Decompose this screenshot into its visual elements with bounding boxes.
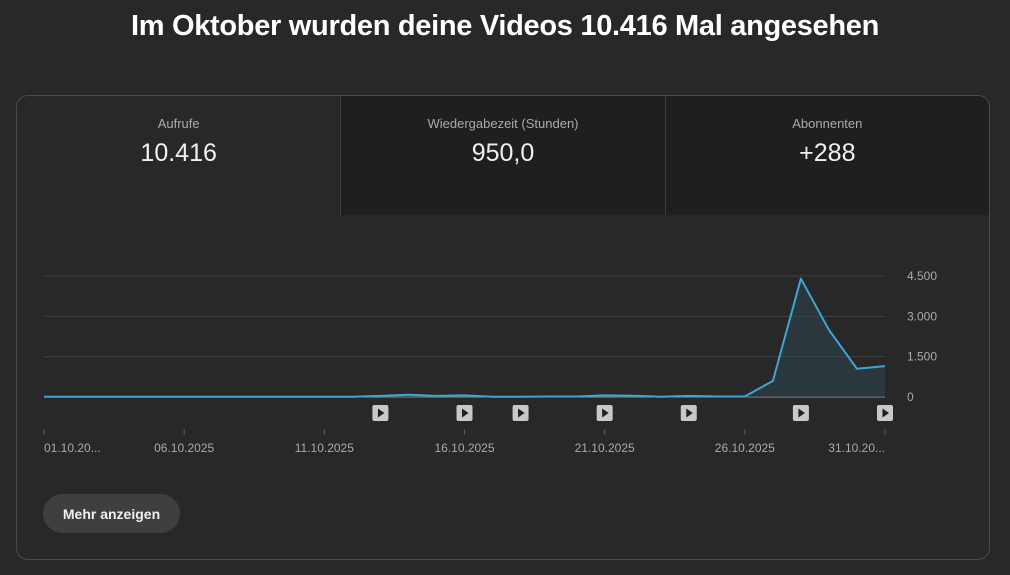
series-line: [44, 277, 886, 398]
data-point: [182, 395, 186, 399]
data-point: [715, 394, 719, 398]
data-point: [406, 393, 410, 397]
show-more-button[interactable]: Mehr anzeigen: [43, 494, 180, 533]
data-point: [434, 394, 438, 398]
tab-subscribers[interactable]: Abonnenten +288: [664, 96, 989, 215]
data-point: [547, 394, 551, 398]
data-point: [659, 395, 663, 399]
data-point: [463, 393, 467, 397]
data-point: [322, 395, 326, 399]
data-point: [519, 395, 523, 399]
video-marker[interactable]: [792, 405, 809, 421]
x-tick-label: 01.10.20...: [44, 441, 101, 455]
data-point: [743, 394, 747, 398]
tab-watch-time[interactable]: Wiedergabezeit (Stunden) 950,0: [340, 96, 665, 215]
x-tick-label: 31.10.20...: [828, 441, 885, 455]
analytics-card: Aufrufe 10.416 Wiedergabezeit (Stunden) …: [16, 95, 990, 560]
data-point: [855, 367, 859, 371]
video-marker[interactable]: [596, 405, 613, 421]
tab-views[interactable]: Aufrufe 10.416: [17, 96, 341, 215]
video-marker[interactable]: [456, 405, 473, 421]
data-point: [70, 395, 74, 399]
x-tick-label: 16.10.2025: [434, 441, 494, 455]
tab-watch-time-value: 950,0: [471, 139, 535, 167]
data-point: [378, 394, 382, 398]
y-tick-label: 1.500: [907, 350, 937, 364]
headline: Im Oktober wurden deine Videos 10.416 Ma…: [130, 10, 880, 42]
data-point: [883, 364, 887, 368]
data-point: [687, 394, 691, 398]
tab-watch-time-label: Wiedergabezeit (Stunden): [427, 116, 579, 131]
data-point: [210, 395, 214, 399]
x-tick-label: 11.10.2025: [295, 441, 354, 455]
data-point: [126, 395, 130, 399]
y-tick-label: 0: [907, 390, 914, 404]
data-point: [575, 394, 579, 398]
data-point: [98, 395, 102, 399]
data-point: [827, 328, 831, 332]
metric-tabs: Aufrufe 10.416 Wiedergabezeit (Stunden) …: [17, 96, 989, 215]
data-point: [42, 395, 46, 399]
x-tick-label: 21.10.2025: [575, 441, 635, 455]
x-tick-label: 26.10.2025: [715, 441, 775, 455]
data-point: [294, 395, 298, 399]
video-marker[interactable]: [512, 405, 529, 421]
video-marker[interactable]: [680, 405, 697, 421]
video-marker[interactable]: [877, 405, 893, 421]
views-line-chart: 0 1.500 3.000 4.500 01.10.20... 06.10.2025 11.…: [42, 269, 937, 455]
data-point: [631, 394, 635, 398]
data-point: [799, 277, 803, 281]
tab-subscribers-label: Abonnenten: [792, 116, 863, 131]
tab-subscribers-value: +288: [799, 139, 856, 167]
x-tick-label: 06.10.2025: [154, 441, 214, 455]
data-point: [154, 395, 158, 399]
data-point: [238, 395, 242, 399]
data-point: [603, 393, 607, 397]
series-area: [44, 278, 885, 397]
y-tick-label: 3.000: [907, 309, 937, 323]
video-marker[interactable]: [372, 405, 389, 421]
data-point: [350, 395, 354, 399]
y-tick-label: 4.500: [907, 269, 937, 283]
tab-views-value: 10.416: [140, 139, 217, 167]
data-point: [771, 379, 775, 383]
tab-views-label: Aufrufe: [157, 116, 200, 131]
data-point: [266, 395, 270, 399]
data-point: [491, 395, 495, 399]
